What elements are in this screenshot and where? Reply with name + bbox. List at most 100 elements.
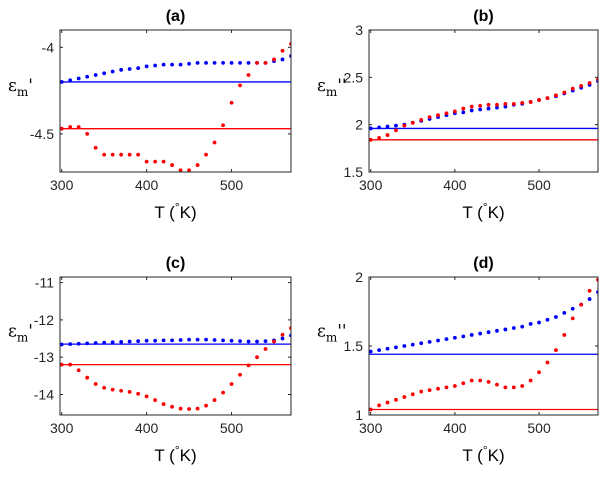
y-axis-label: εm' (8, 76, 33, 99)
data-point (255, 61, 259, 65)
series-c-1 (60, 333, 291, 347)
data-point (195, 406, 200, 411)
data-point (511, 385, 516, 390)
plot-marks-b (369, 77, 598, 142)
data-point (263, 339, 268, 344)
data-point (68, 78, 73, 83)
data-point (478, 107, 483, 112)
data-point (127, 67, 132, 71)
data-point (229, 100, 234, 105)
data-point (212, 61, 217, 65)
data-point (178, 406, 183, 411)
data-point (110, 340, 115, 345)
x-tick-label: 300 (359, 177, 383, 193)
data-point (570, 86, 575, 91)
data-point (238, 372, 242, 377)
data-point (246, 61, 251, 65)
x-axis-label: T (°K) (462, 200, 504, 222)
data-point (68, 342, 73, 347)
data-point (461, 381, 466, 386)
data-point (452, 384, 457, 388)
data-point (255, 355, 259, 360)
data-point (204, 152, 208, 157)
plot-area-b (369, 30, 598, 172)
data-point (562, 310, 567, 315)
data-point (486, 102, 491, 107)
data-point (503, 101, 508, 106)
data-point (444, 385, 449, 390)
data-point (187, 337, 191, 342)
data-point (280, 57, 285, 62)
data-point (520, 324, 525, 329)
data-point (127, 152, 132, 157)
x-tick-label: 500 (527, 420, 551, 436)
data-point (461, 110, 466, 115)
y-tick-label: 1 (355, 407, 363, 423)
data-point (178, 168, 183, 172)
data-point (85, 74, 90, 79)
data-point (153, 398, 158, 402)
y-axis-label: εm' (8, 321, 33, 344)
x-tick-label: 500 (527, 177, 551, 193)
data-point (394, 397, 398, 402)
data-point (255, 339, 259, 344)
data-point (229, 382, 234, 386)
x-tick-label: 500 (220, 177, 244, 193)
data-point (444, 111, 449, 116)
data-point (545, 96, 550, 101)
data-point (144, 394, 149, 399)
y-tick-label: 1.5 (344, 338, 364, 354)
data-point (221, 390, 225, 395)
data-point (503, 327, 508, 332)
data-point (528, 378, 533, 383)
data-point (469, 108, 474, 113)
data-point (369, 126, 373, 131)
data-point (85, 132, 90, 136)
data-point (119, 152, 124, 157)
data-point (127, 339, 132, 344)
data-point (170, 338, 175, 343)
data-point (161, 159, 166, 164)
data-point (377, 348, 382, 353)
data-point (144, 338, 149, 343)
data-point (520, 384, 525, 388)
data-point (478, 331, 483, 336)
chart-title: (b) (473, 8, 493, 25)
axes-frame-b (368, 29, 599, 173)
data-point (579, 302, 584, 307)
data-point (60, 126, 64, 131)
data-point (178, 338, 183, 342)
data-point (469, 333, 474, 337)
data-point (280, 332, 285, 337)
data-point (570, 306, 575, 311)
data-point (469, 104, 474, 109)
data-point (212, 398, 217, 402)
y-tick-label: 1.5 (344, 164, 364, 180)
data-point (144, 64, 149, 69)
data-point (537, 98, 541, 102)
axes-frame-a (59, 29, 292, 173)
data-point (280, 336, 285, 341)
series-d-2 (369, 277, 598, 412)
data-point (587, 288, 592, 293)
data-point (93, 341, 98, 345)
plot-area-c (60, 277, 291, 415)
data-point (587, 297, 592, 301)
data-point (402, 395, 407, 399)
data-point (102, 71, 107, 76)
data-point (280, 48, 285, 53)
data-point (545, 317, 550, 322)
data-point (246, 339, 251, 344)
data-point (76, 125, 81, 129)
data-point (452, 109, 457, 114)
series-b-2 (369, 77, 598, 142)
data-point (511, 326, 516, 330)
x-axis-label: T (°K) (462, 443, 504, 465)
data-point (76, 368, 81, 373)
x-tick-label: 300 (50, 420, 74, 436)
data-point (102, 152, 107, 157)
data-point (68, 362, 73, 367)
data-point (136, 339, 141, 344)
data-point (187, 61, 191, 66)
